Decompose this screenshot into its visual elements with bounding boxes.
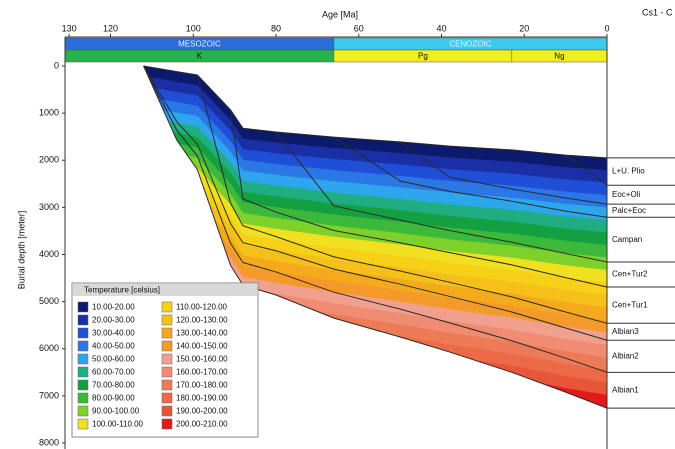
legend-title: Temperature [celsius] bbox=[84, 286, 160, 295]
x-tick-label: 120 bbox=[103, 23, 118, 33]
legend-swatch bbox=[161, 340, 173, 352]
unit-label: Eoc+Oli bbox=[612, 190, 640, 199]
horizon-line bbox=[143, 65, 608, 373]
legend-swatch bbox=[161, 405, 173, 417]
legend-header bbox=[73, 284, 257, 296]
legend-label: 180.00-190.00 bbox=[176, 394, 228, 403]
unit-label: Albian2 bbox=[612, 351, 639, 360]
legend-label: 60.00-70.00 bbox=[92, 368, 135, 377]
horizon-line bbox=[333, 136, 608, 218]
legend-label: 150.00-160.00 bbox=[176, 355, 228, 364]
y-tick-label: 0 bbox=[54, 60, 59, 70]
x-tick-label: 100 bbox=[186, 23, 201, 33]
y-tick-label: 1000 bbox=[39, 108, 59, 118]
legend-label: 170.00-180.00 bbox=[176, 381, 228, 390]
legend-swatch bbox=[77, 418, 89, 430]
legend-swatch bbox=[161, 353, 173, 365]
x-tick-label: 80 bbox=[271, 23, 281, 33]
legend-label: 30.00-40.00 bbox=[92, 329, 135, 338]
y-tick-label: 7000 bbox=[39, 390, 59, 400]
legend-swatch bbox=[161, 301, 173, 313]
legend-swatch bbox=[77, 405, 89, 417]
era-label: CENOZOIC bbox=[449, 40, 491, 49]
legend-swatch bbox=[77, 392, 89, 404]
legend-label: 160.00-170.00 bbox=[176, 368, 228, 377]
legend-label: 190.00-200.00 bbox=[176, 407, 228, 416]
legend-label: 50.00-60.00 bbox=[92, 355, 135, 364]
y-tick-label: 5000 bbox=[39, 296, 59, 306]
y-tick-label: 8000 bbox=[39, 437, 59, 447]
legend-swatch bbox=[77, 301, 89, 313]
legend-label: 110.00-120.00 bbox=[176, 303, 228, 312]
y-tick-label: 3000 bbox=[39, 202, 59, 212]
y-tick-label: 2000 bbox=[39, 155, 59, 165]
legend-swatch bbox=[161, 379, 173, 391]
legend-swatch bbox=[161, 327, 173, 339]
unit-label: Campan bbox=[612, 235, 642, 244]
legend-label: 80.00-90.00 bbox=[92, 394, 135, 403]
legend-label: 120.00-130.00 bbox=[176, 316, 228, 325]
horizon-line bbox=[196, 74, 608, 324]
horizon-line bbox=[230, 109, 608, 288]
legend-label: 140.00-150.00 bbox=[176, 342, 228, 351]
unit-label: Cen+Tur1 bbox=[612, 300, 648, 309]
unit-label: Cen+Tur2 bbox=[612, 270, 648, 279]
x-tick-label: 0 bbox=[604, 23, 609, 33]
horizon-line bbox=[143, 65, 608, 409]
legend-label: 90.00-100.00 bbox=[92, 407, 140, 416]
legend-swatch bbox=[161, 392, 173, 404]
y-tick-label: 4000 bbox=[39, 249, 59, 259]
x-tick-label: 20 bbox=[519, 23, 529, 33]
corner-text: Cs1 - C bbox=[642, 7, 673, 17]
legend-swatch bbox=[77, 379, 89, 391]
unit-label: Albian3 bbox=[612, 327, 639, 336]
period-label: Pg bbox=[418, 52, 428, 61]
x-tick-label: 40 bbox=[436, 23, 446, 33]
y-tick-label: 6000 bbox=[39, 343, 59, 353]
period-label: K bbox=[197, 52, 203, 61]
legend-swatch bbox=[161, 314, 173, 326]
unit-label: L+U. Plio bbox=[612, 167, 645, 176]
legend-label: 130.00-140.00 bbox=[176, 329, 228, 338]
legend-swatch bbox=[77, 327, 89, 339]
legend-swatch bbox=[77, 366, 89, 378]
horizon-line bbox=[565, 154, 608, 186]
horizon-line bbox=[399, 141, 608, 205]
period-label: Ng bbox=[554, 52, 564, 61]
legend-label: 40.00-50.00 bbox=[92, 342, 135, 351]
y-axis-title: Burial depth [meter] bbox=[16, 211, 26, 290]
horizon-line bbox=[275, 131, 608, 263]
legend-swatch bbox=[77, 314, 89, 326]
legend-label: 200.00-210.00 bbox=[176, 420, 228, 429]
legend-swatch bbox=[161, 418, 173, 430]
legend-swatch bbox=[77, 353, 89, 365]
legend-swatch bbox=[161, 366, 173, 378]
x-tick-label: 60 bbox=[354, 23, 364, 33]
legend-label: 20.00-30.00 bbox=[92, 316, 135, 325]
era-label: MESOZOIC bbox=[178, 40, 221, 49]
x-tick-label: 130 bbox=[62, 23, 77, 33]
legend-label: 70.00-80.00 bbox=[92, 381, 135, 390]
legend-swatch bbox=[77, 340, 89, 352]
legend-label: 10.00-20.00 bbox=[92, 303, 135, 312]
horizon-line bbox=[143, 65, 608, 341]
x-axis-title: Age [Ma] bbox=[322, 9, 358, 19]
legend-label: 100.00-110.00 bbox=[92, 420, 144, 429]
unit-label: Palc+Eoc bbox=[612, 206, 646, 215]
surface-line bbox=[143, 65, 608, 159]
unit-label: Albian1 bbox=[612, 385, 639, 394]
legend: Temperature [celsius] 10.00-20.00 20.00-30… bbox=[71, 282, 259, 438]
